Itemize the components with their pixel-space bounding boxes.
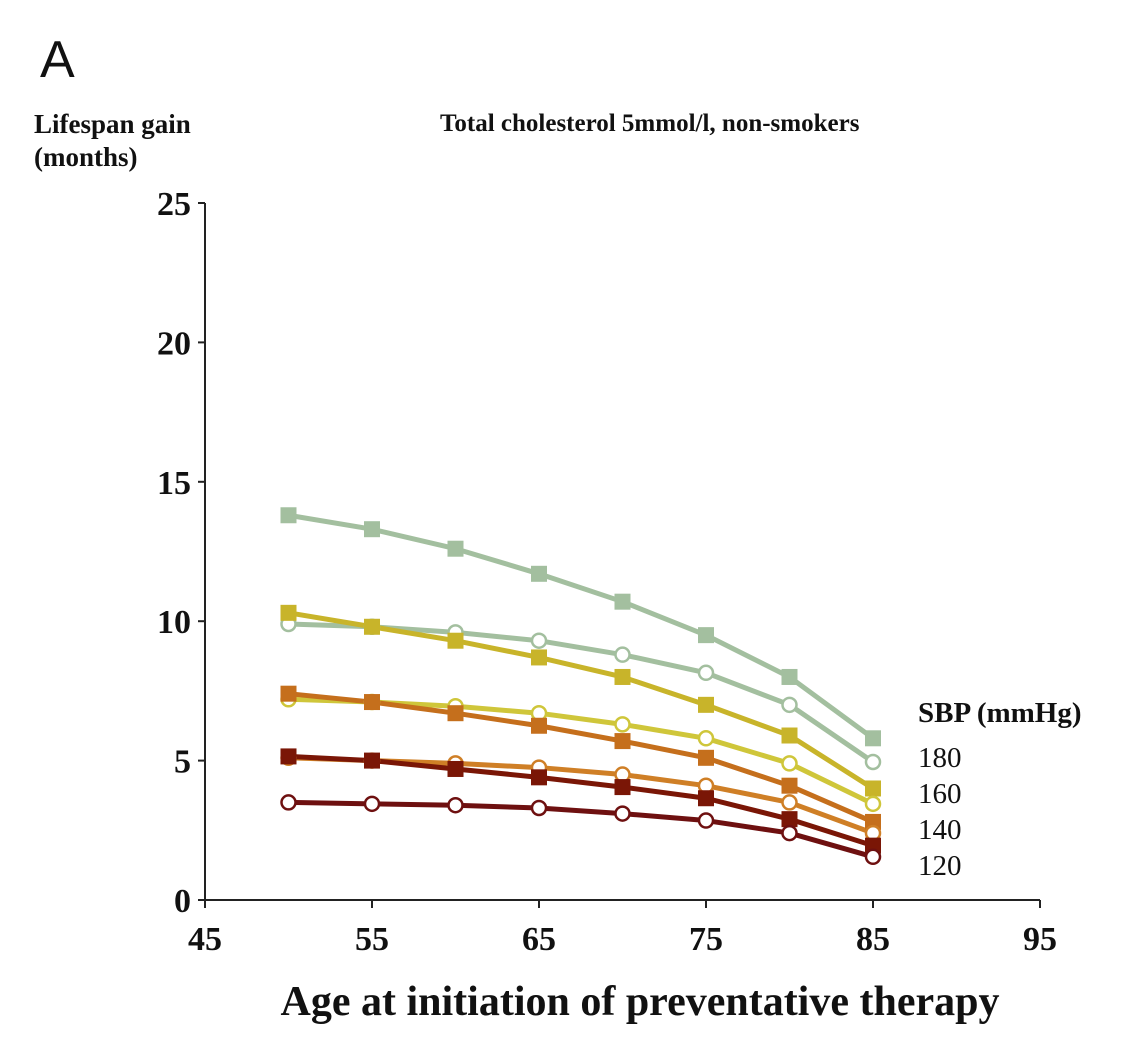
square-marker	[364, 694, 380, 711]
axes: 0 5 10 15 20 25 45 55 65 75 85 95	[157, 186, 1057, 958]
square-marker	[280, 748, 297, 765]
circle-marker	[614, 805, 631, 822]
square-marker	[614, 668, 631, 685]
circle-marker	[447, 796, 464, 814]
y-axis-label: Lifespan gain (months)	[34, 108, 191, 174]
x-tick-label: 95	[1023, 921, 1057, 958]
series-markers	[280, 507, 882, 866]
square-marker	[280, 507, 297, 524]
square-marker	[364, 521, 380, 538]
square-marker	[280, 685, 297, 702]
y-axis-label-line-1: Lifespan gain	[34, 109, 191, 139]
circle-marker	[697, 730, 715, 747]
square-marker	[447, 760, 464, 777]
series-line	[288, 799, 874, 860]
panel-label: A	[40, 31, 75, 89]
x-tick-label: 85	[856, 921, 890, 958]
circle-marker	[363, 795, 381, 813]
x-tick-label: 45	[188, 921, 222, 958]
series-line	[288, 610, 875, 791]
chart-title: Total cholesterol 5mmol/l, non-smokers	[440, 110, 860, 137]
circle-marker	[280, 794, 297, 811]
square-marker	[614, 779, 631, 796]
circle-marker	[697, 812, 715, 829]
square-marker	[614, 593, 631, 610]
series-line	[288, 691, 874, 825]
circle-marker	[530, 632, 548, 649]
square-marker	[280, 604, 297, 621]
square-marker	[447, 705, 464, 722]
square-marker	[865, 780, 881, 797]
circle-marker	[781, 755, 798, 772]
legend-label-160: 160	[918, 778, 962, 810]
circle-marker	[614, 646, 631, 663]
circle-marker	[781, 824, 798, 842]
y-tick-label: 25	[157, 186, 191, 223]
y-tick-label: 10	[157, 604, 191, 641]
legend-title: SBP (mmHg)	[918, 697, 1082, 729]
square-marker	[781, 727, 798, 744]
square-marker	[614, 733, 631, 750]
square-marker	[781, 668, 798, 685]
series-lines	[288, 512, 875, 860]
legend-label-180: 180	[918, 742, 962, 774]
legend-label-120: 120	[918, 850, 962, 882]
x-tick-label: 65	[522, 921, 556, 958]
circle-marker	[864, 795, 882, 813]
y-tick-label: 5	[174, 744, 191, 781]
legend-label-140: 140	[918, 814, 962, 846]
square-marker	[698, 627, 714, 644]
series-line	[288, 753, 874, 849]
series-line	[288, 512, 875, 741]
x-axis-label: Age at initiation of preventative therap…	[281, 979, 1000, 1025]
square-marker	[781, 777, 798, 794]
square-marker	[531, 565, 547, 582]
circle-marker	[864, 753, 882, 771]
circle-marker	[530, 799, 548, 817]
x-tick-label: 55	[355, 921, 389, 958]
circle-marker	[781, 696, 798, 714]
square-marker	[698, 790, 714, 807]
y-tick-label: 20	[157, 325, 191, 362]
y-axis-label-line-2: (months)	[34, 142, 138, 172]
square-marker	[781, 811, 798, 828]
square-marker	[865, 730, 881, 747]
square-marker	[698, 749, 714, 766]
y-tick-label: 15	[157, 465, 191, 502]
square-marker	[364, 618, 380, 635]
y-tick-label: 0	[174, 883, 191, 920]
circle-marker	[614, 716, 631, 733]
circle-marker	[697, 664, 715, 682]
square-marker	[447, 540, 464, 557]
square-marker	[531, 717, 547, 734]
circle-marker	[864, 848, 882, 866]
x-tick-label: 75	[689, 921, 723, 958]
square-marker	[531, 769, 547, 786]
circle-marker	[781, 794, 798, 811]
square-marker	[447, 632, 464, 649]
square-marker	[698, 696, 714, 713]
square-marker	[531, 649, 547, 666]
square-marker	[364, 752, 380, 769]
